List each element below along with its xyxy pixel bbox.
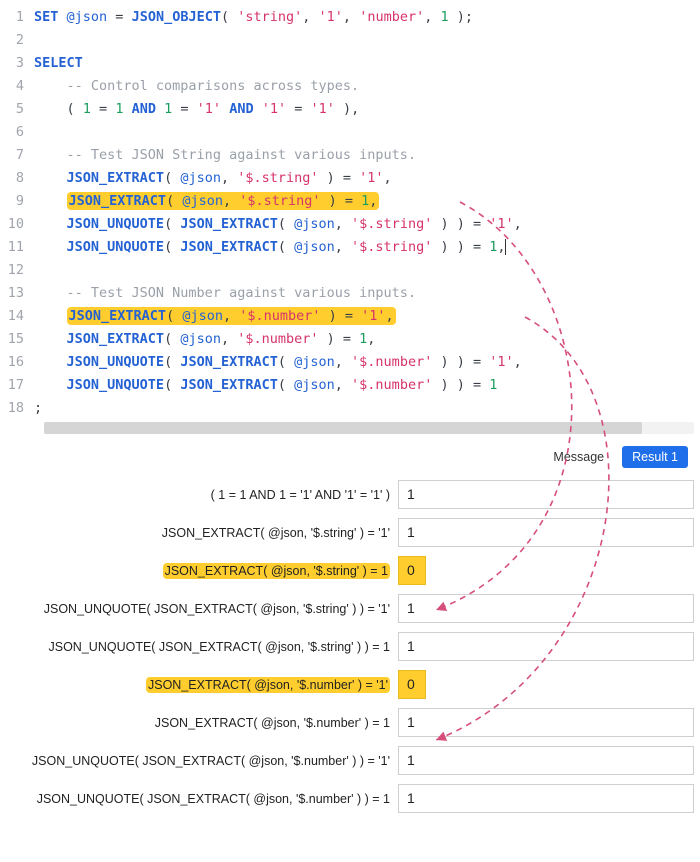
result-label: JSON_UNQUOTE( JSON_EXTRACT( @json, '$.nu…: [0, 754, 398, 768]
line-number: 2: [0, 29, 34, 52]
code-content: JSON_UNQUOTE( JSON_EXTRACT( @json, '$.st…: [34, 213, 700, 236]
line-number: 8: [0, 167, 34, 190]
line-number: 4: [0, 75, 34, 98]
code-content: JSON_UNQUOTE( JSON_EXTRACT( @json, '$.st…: [34, 236, 700, 259]
code-content: -- Control comparisons across types.: [34, 75, 700, 98]
line-number: 5: [0, 98, 34, 121]
code-line[interactable]: 8 JSON_EXTRACT( @json, '$.string' ) = '1…: [0, 167, 700, 190]
result-value[interactable]: 1: [398, 518, 694, 547]
result-label: JSON_EXTRACT( @json, '$.string' ) = 1: [0, 564, 398, 578]
result-value[interactable]: 1: [398, 746, 694, 775]
code-line[interactable]: 15 JSON_EXTRACT( @json, '$.number' ) = 1…: [0, 328, 700, 351]
results-panel: ( 1 = 1 AND 1 = '1' AND '1' = '1' )1JSON…: [0, 472, 700, 813]
result-row: JSON_UNQUOTE( JSON_EXTRACT( @json, '$.nu…: [0, 746, 694, 775]
code-line[interactable]: 5 ( 1 = 1 AND 1 = '1' AND '1' = '1' ),: [0, 98, 700, 121]
line-number: 10: [0, 213, 34, 236]
code-content: JSON_UNQUOTE( JSON_EXTRACT( @json, '$.nu…: [34, 351, 700, 374]
result-tabs: Message Result 1: [0, 434, 700, 472]
code-line[interactable]: 12: [0, 259, 700, 282]
code-content: -- Test JSON String against various inpu…: [34, 144, 700, 167]
code-line[interactable]: 1SET @json = JSON_OBJECT( 'string', '1',…: [0, 6, 700, 29]
line-number: 7: [0, 144, 34, 167]
code-content: ;: [34, 397, 700, 420]
result-label: ( 1 = 1 AND 1 = '1' AND '1' = '1' ): [0, 488, 398, 502]
code-content: SELECT: [34, 52, 700, 75]
code-line[interactable]: 16 JSON_UNQUOTE( JSON_EXTRACT( @json, '$…: [0, 351, 700, 374]
result-row: ( 1 = 1 AND 1 = '1' AND '1' = '1' )1: [0, 480, 694, 509]
line-number: 17: [0, 374, 34, 397]
code-content: [34, 29, 700, 52]
result-row: JSON_UNQUOTE( JSON_EXTRACT( @json, '$.st…: [0, 594, 694, 623]
result-value[interactable]: 1: [398, 708, 694, 737]
result-label: JSON_UNQUOTE( JSON_EXTRACT( @json, '$.st…: [0, 640, 398, 654]
result-value[interactable]: 0: [398, 670, 426, 699]
code-content: JSON_UNQUOTE( JSON_EXTRACT( @json, '$.nu…: [34, 374, 700, 397]
code-line[interactable]: 17 JSON_UNQUOTE( JSON_EXTRACT( @json, '$…: [0, 374, 700, 397]
line-number: 18: [0, 397, 34, 420]
code-line[interactable]: 4 -- Control comparisons across types.: [0, 75, 700, 98]
result-value[interactable]: 1: [398, 480, 694, 509]
tab-message[interactable]: Message: [543, 446, 614, 468]
result-row: JSON_UNQUOTE( JSON_EXTRACT( @json, '$.st…: [0, 632, 694, 661]
code-content: SET @json = JSON_OBJECT( 'string', '1', …: [34, 6, 700, 29]
code-line[interactable]: 14 JSON_EXTRACT( @json, '$.number' ) = '…: [0, 305, 700, 328]
line-number: 15: [0, 328, 34, 351]
code-content: JSON_EXTRACT( @json, '$.number' ) = '1',: [34, 305, 700, 328]
line-number: 12: [0, 259, 34, 282]
result-label: JSON_EXTRACT( @json, '$.number' ) = '1': [0, 678, 398, 692]
code-content: ( 1 = 1 AND 1 = '1' AND '1' = '1' ),: [34, 98, 700, 121]
text-cursor: [505, 239, 506, 255]
line-number: 3: [0, 52, 34, 75]
line-number: 1: [0, 6, 34, 29]
scrollbar-thumb[interactable]: [44, 422, 642, 434]
code-line[interactable]: 2: [0, 29, 700, 52]
code-line[interactable]: 10 JSON_UNQUOTE( JSON_EXTRACT( @json, '$…: [0, 213, 700, 236]
line-number: 13: [0, 282, 34, 305]
line-number: 16: [0, 351, 34, 374]
code-line[interactable]: 18;: [0, 397, 700, 420]
tab-result[interactable]: Result 1: [622, 446, 688, 468]
result-label: JSON_EXTRACT( @json, '$.number' ) = 1: [0, 716, 398, 730]
result-value[interactable]: 1: [398, 594, 694, 623]
code-line[interactable]: 11 JSON_UNQUOTE( JSON_EXTRACT( @json, '$…: [0, 236, 700, 259]
code-line[interactable]: 9 JSON_EXTRACT( @json, '$.string' ) = 1,: [0, 190, 700, 213]
code-content: [34, 259, 700, 282]
code-content: -- Test JSON Number against various inpu…: [34, 282, 700, 305]
code-content: [34, 121, 700, 144]
line-number: 6: [0, 121, 34, 144]
code-line[interactable]: 3SELECT: [0, 52, 700, 75]
code-content: JSON_EXTRACT( @json, '$.string' ) = '1',: [34, 167, 700, 190]
code-line[interactable]: 13 -- Test JSON Number against various i…: [0, 282, 700, 305]
code-editor[interactable]: 1SET @json = JSON_OBJECT( 'string', '1',…: [0, 0, 700, 422]
horizontal-scrollbar[interactable]: [44, 422, 694, 434]
code-line[interactable]: 6: [0, 121, 700, 144]
code-content: JSON_EXTRACT( @json, '$.string' ) = 1,: [34, 190, 700, 213]
result-row: JSON_EXTRACT( @json, '$.string' ) = '1'1: [0, 518, 694, 547]
result-value[interactable]: 0: [398, 556, 426, 585]
result-row: JSON_EXTRACT( @json, '$.number' ) = '1'0: [0, 670, 694, 699]
code-content: JSON_EXTRACT( @json, '$.number' ) = 1,: [34, 328, 700, 351]
result-row: JSON_EXTRACT( @json, '$.number' ) = 11: [0, 708, 694, 737]
result-row: JSON_EXTRACT( @json, '$.string' ) = 10: [0, 556, 694, 585]
result-label: JSON_UNQUOTE( JSON_EXTRACT( @json, '$.st…: [0, 602, 398, 616]
line-number: 9: [0, 190, 34, 213]
result-label: JSON_EXTRACT( @json, '$.string' ) = '1': [0, 526, 398, 540]
result-label: JSON_UNQUOTE( JSON_EXTRACT( @json, '$.nu…: [0, 792, 398, 806]
code-line[interactable]: 7 -- Test JSON String against various in…: [0, 144, 700, 167]
line-number: 11: [0, 236, 34, 259]
result-value[interactable]: 1: [398, 784, 694, 813]
result-value[interactable]: 1: [398, 632, 694, 661]
result-row: JSON_UNQUOTE( JSON_EXTRACT( @json, '$.nu…: [0, 784, 694, 813]
line-number: 14: [0, 305, 34, 328]
